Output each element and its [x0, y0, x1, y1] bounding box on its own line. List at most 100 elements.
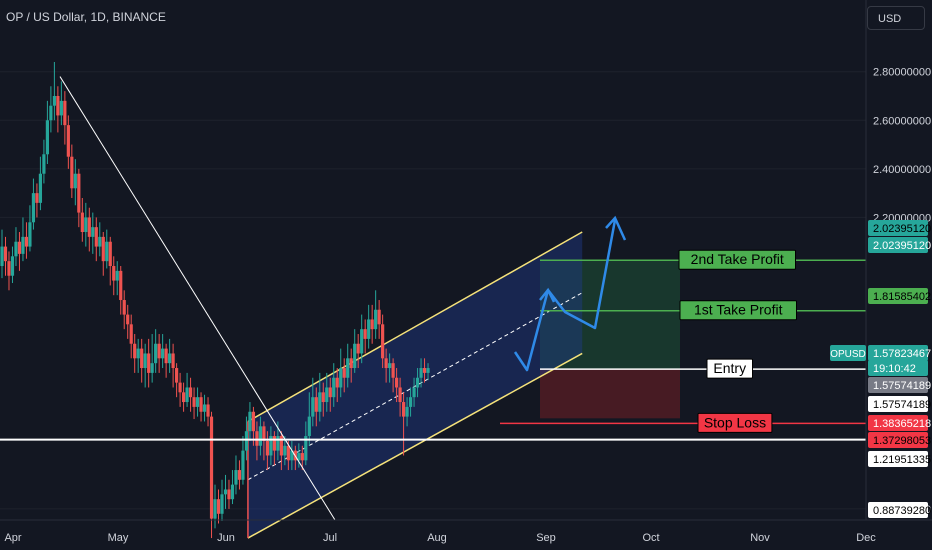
currency-button[interactable]: USD [867, 6, 925, 30]
label-second-take-profit: 2nd Take Profit [691, 251, 784, 267]
price-label-box [868, 345, 928, 361]
label-entry-box [706, 358, 753, 379]
candle-body [108, 241, 112, 267]
candle-body [290, 450, 294, 461]
candle-body [391, 363, 395, 378]
candle-body [206, 404, 210, 417]
candle-body [87, 217, 91, 237]
candle-body [346, 358, 350, 378]
price-label-red1: 1.38365218 [873, 418, 931, 430]
label-second-take-profit-box [678, 249, 796, 270]
candle-body [192, 397, 196, 407]
candle-body [168, 353, 172, 364]
candle-body [202, 404, 207, 412]
candle-body [147, 353, 151, 373]
candle-body [328, 387, 332, 398]
candle-body [94, 227, 98, 247]
candle-body [405, 406, 409, 417]
candle-body [244, 431, 249, 451]
channel-mid-line [247, 292, 583, 481]
candle-body [367, 319, 371, 339]
candle-body [300, 453, 304, 461]
candle-body [42, 154, 46, 174]
price-label-box [868, 396, 928, 412]
candle-body [80, 212, 84, 233]
time-tick: Dec [856, 532, 876, 544]
candle-body [335, 377, 339, 388]
candle-body [188, 387, 193, 398]
candle-body [150, 363, 154, 373]
candle-body [56, 95, 60, 116]
candle-body [45, 120, 49, 155]
candle-body [265, 440, 269, 456]
candle-body [24, 236, 29, 247]
candle-body [286, 445, 290, 461]
loss-zone [540, 369, 680, 419]
candle-body [360, 329, 364, 354]
channel-upper-line [247, 231, 583, 423]
price-label-box [868, 377, 928, 393]
candle-body [161, 348, 165, 359]
price-label-cur: 1.57823467 [873, 348, 931, 360]
candle-body [374, 309, 378, 330]
candle-body [223, 489, 228, 495]
candle-body [122, 300, 126, 315]
candle-body [52, 95, 56, 106]
time-tick: Apr [4, 532, 21, 544]
candle-body [332, 377, 336, 398]
candle-body [279, 436, 283, 456]
candle-body [216, 499, 221, 514]
symbol-tag-box [830, 345, 866, 361]
time-tick: Jul [323, 532, 337, 544]
candle-body [21, 236, 25, 254]
candle-body [381, 324, 385, 359]
symbol-title: OP / US Dollar, 1D, BINANCE [6, 10, 166, 24]
candle-body [115, 270, 119, 281]
candle-body [77, 173, 81, 213]
candle-body [262, 426, 266, 441]
candle-body [143, 353, 147, 369]
candle-body [3, 246, 8, 262]
candle-body [370, 319, 374, 330]
candle-body [195, 397, 200, 407]
candle-body [398, 387, 402, 403]
time-tick: Oct [642, 532, 659, 544]
candle-body [91, 227, 95, 237]
candle-body [136, 348, 140, 359]
candle-body [171, 353, 175, 369]
candle-body [220, 494, 224, 514]
candle-body [304, 436, 308, 461]
candle-body [7, 261, 11, 276]
price-label-box [868, 237, 928, 253]
candle-body [98, 236, 102, 247]
projection-path [513, 219, 617, 372]
candle-body [258, 426, 263, 446]
candle-body [311, 397, 315, 417]
candle-body [269, 436, 273, 456]
price-label-entry: 1.57574189 [873, 399, 931, 411]
candle-body [185, 387, 189, 403]
label-first-take-profit: 1st Take Profit [694, 302, 783, 318]
candle-body [70, 156, 74, 189]
candle-body [318, 392, 322, 412]
channel-fill [247, 232, 583, 539]
candle-body [31, 193, 36, 223]
projection-arrowhead [605, 215, 627, 241]
candle-body [209, 416, 214, 519]
candle-body [353, 343, 357, 369]
candle-body [10, 256, 15, 276]
candle-body [84, 217, 88, 233]
candle-body [241, 450, 245, 480]
price-label-box [868, 360, 928, 376]
candle-body [0, 246, 4, 267]
symbol-tag: OPUSD [830, 349, 866, 360]
candle-body [339, 368, 343, 388]
candle-body [356, 343, 360, 354]
channel-lower-line [247, 352, 583, 539]
time-tick: Aug [427, 532, 447, 544]
downtrend-line [59, 76, 336, 521]
candle-body [129, 324, 133, 344]
candle-body [35, 193, 39, 203]
candle-body [377, 309, 381, 325]
